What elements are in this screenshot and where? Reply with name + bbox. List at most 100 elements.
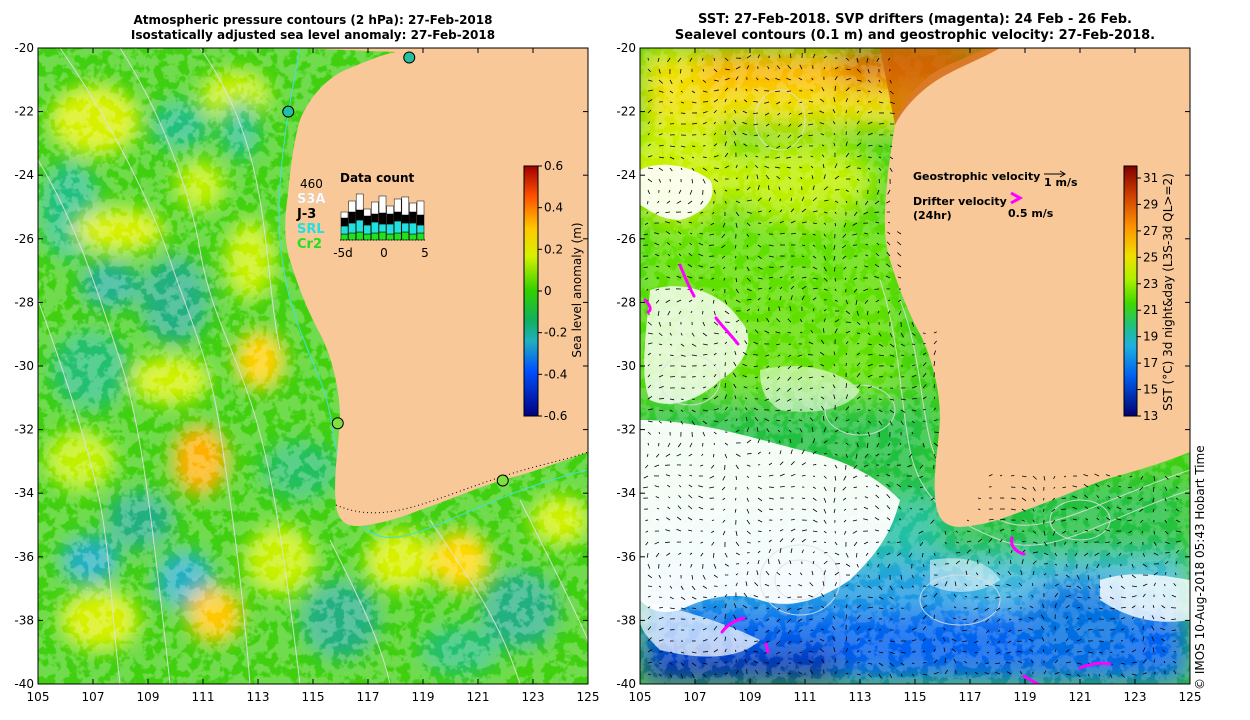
inset-bar-segment <box>417 225 424 233</box>
velocity-arrow <box>934 384 935 388</box>
y-tick-label: -40 <box>14 677 34 691</box>
velocity-arrow <box>1110 652 1112 653</box>
velocity-arrow <box>835 86 836 91</box>
y-tick-label: -36 <box>14 550 34 564</box>
inset-bar-segment <box>409 212 416 223</box>
velocity-arrow <box>1043 498 1044 500</box>
x-tick-label: 109 <box>739 690 762 704</box>
inset-bar-segment <box>409 223 416 234</box>
inset-bar-segment <box>417 201 424 215</box>
velocity-arrow <box>658 443 659 446</box>
geostrophic-legend-scale: 1 m/s <box>1044 176 1078 189</box>
velocity-arrow <box>813 464 816 465</box>
inset-series-label: SRL <box>297 222 325 237</box>
colorbar-tick-label: 0.2 <box>544 242 563 256</box>
y-tick-label: -26 <box>14 232 34 246</box>
velocity-arrow <box>702 443 703 446</box>
y-tick-label: -28 <box>14 295 34 309</box>
inset-bar-segment <box>371 214 378 222</box>
x-tick-label: 107 <box>684 690 707 704</box>
velocity-arrow <box>1154 531 1155 534</box>
inset-bar-segment <box>402 197 409 215</box>
inset-bar-segment <box>349 223 356 233</box>
velocity-arrow <box>680 69 681 73</box>
copyright-stamp: © IMOS 10-Aug-2018 05:43 Hobart Time <box>1193 445 1207 690</box>
inset-bar-segment <box>379 232 386 240</box>
inset-bar-segment <box>364 225 371 234</box>
inset-bar-segment <box>356 232 363 240</box>
velocity-arrow <box>897 542 901 543</box>
velocity-arrow <box>648 58 649 60</box>
tide-gauge-marker <box>497 475 508 486</box>
x-tick-label: 117 <box>959 690 982 704</box>
y-tick-label: -26 <box>616 232 636 246</box>
velocity-arrow <box>692 123 697 124</box>
velocity-arrow <box>746 166 747 168</box>
colorbar-tick-label: -0.2 <box>544 326 567 340</box>
inset-x-tick: 0 <box>380 246 388 260</box>
velocity-arrow <box>856 201 857 205</box>
x-tick-label: 123 <box>1124 690 1147 704</box>
inset-bar-segment <box>417 233 424 240</box>
x-tick-label: 115 <box>302 690 325 704</box>
inset-bar-segment <box>379 224 386 232</box>
inset-bar-segment <box>387 234 394 240</box>
velocity-arrow <box>809 619 813 620</box>
colorbar-tick-label: 0.4 <box>544 201 563 215</box>
velocity-arrow <box>879 123 884 124</box>
inset-bar-segment <box>402 223 409 232</box>
colorbar-tick-label: 29 <box>1143 197 1158 211</box>
inset-bar-segment <box>349 233 356 240</box>
velocity-arrow <box>670 376 675 377</box>
velocity-arrow <box>808 113 813 114</box>
inset-bar-segment <box>371 233 378 240</box>
velocity-arrow <box>934 432 939 433</box>
x-tick-label: 119 <box>412 690 435 704</box>
drifter-legend-label: Drifter velocity <box>913 195 1007 208</box>
velocity-arrow <box>753 651 758 652</box>
inset-bar-segment <box>356 220 363 232</box>
inset-series-label: J-3 <box>296 207 316 222</box>
inset-bar-segment <box>349 212 356 223</box>
x-tick-label: 121 <box>1069 690 1092 704</box>
inset-bar-segment <box>387 206 394 214</box>
inset-bar-segment <box>409 234 416 240</box>
velocity-arrow <box>725 614 726 619</box>
colorbar-tick-label: 25 <box>1143 250 1158 264</box>
tide-gauge-marker <box>404 52 415 63</box>
x-tick-label: 107 <box>82 690 105 704</box>
inset-bar-segment <box>341 212 348 218</box>
x-tick-label: 105 <box>629 690 652 704</box>
velocity-arrow <box>758 531 762 532</box>
velocity-arrow <box>779 55 780 58</box>
x-tick-label: 117 <box>357 690 380 704</box>
velocity-arrow <box>920 487 923 488</box>
x-tick-label: 113 <box>247 690 270 704</box>
velocity-arrow <box>802 256 804 257</box>
tide-gauge-marker <box>283 106 294 117</box>
inset-bar-segment <box>379 213 386 224</box>
velocity-arrow <box>835 531 836 533</box>
sst-colorbar-ramp <box>1124 166 1137 416</box>
x-tick-label: 123 <box>522 690 545 704</box>
colorbar-tick-label: 23 <box>1143 277 1158 291</box>
y-tick-label: -32 <box>14 423 34 437</box>
velocity-arrow <box>703 597 707 598</box>
velocity-arrow <box>787 91 791 92</box>
inset-bar-segment <box>394 233 401 240</box>
inset-bar-segment <box>364 234 371 240</box>
y-tick-label: -30 <box>616 359 636 373</box>
velocity-arrow <box>747 552 750 553</box>
inset-bar-segment <box>394 221 401 233</box>
inset-bar-segment <box>402 232 409 240</box>
y-tick-label: -24 <box>616 168 636 182</box>
inset-bar-segment <box>409 203 416 212</box>
velocity-arrow <box>747 299 751 300</box>
inset-title: Data count <box>340 171 415 185</box>
colorbar-tick-label: 21 <box>1143 303 1158 317</box>
y-tick-label: -24 <box>14 168 34 182</box>
inset-bar-segment <box>341 218 348 226</box>
colorbar-tick-label: 15 <box>1143 383 1158 397</box>
velocity-arrow <box>1017 651 1022 652</box>
inset-bar-segment <box>356 210 363 220</box>
